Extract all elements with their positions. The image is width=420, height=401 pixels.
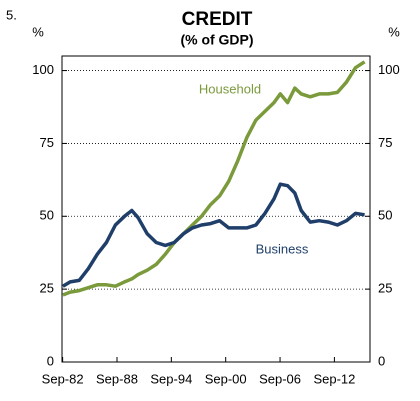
- figure-number: 5.: [6, 7, 17, 22]
- plot-frame: [61, 55, 371, 363]
- y-tick-label: 50: [40, 208, 54, 223]
- y-tick-label: 100: [32, 62, 54, 77]
- y2-tick-label: 0: [378, 353, 385, 368]
- x-tick-label: Sep-00: [205, 371, 247, 386]
- chart-title: CREDIT: [182, 9, 253, 30]
- series-line: [62, 182, 365, 288]
- y2-tick-label: 75: [378, 135, 392, 150]
- series-label: Business: [256, 241, 309, 256]
- x-tick-label: Sep-88: [96, 371, 138, 386]
- y-tick-label: 75: [40, 135, 54, 150]
- y-tick-label: 0: [47, 353, 54, 368]
- x-tick-label: Sep-94: [150, 371, 192, 386]
- chart-subtitle: (% of GDP): [180, 32, 253, 48]
- y2-tick-label: 50: [378, 208, 392, 223]
- y2-tick-label: 100: [378, 62, 400, 77]
- y2-tick-label: 25: [378, 281, 392, 296]
- x-tick-label: Sep-82: [42, 371, 84, 386]
- x-tick-label: Sep-12: [313, 371, 355, 386]
- series-label: Household: [199, 81, 261, 96]
- series-line: [62, 60, 366, 297]
- x-tick-label: Sep-06: [259, 371, 301, 386]
- y2-axis-unit: %: [388, 24, 400, 39]
- y-axis-unit: %: [32, 24, 44, 39]
- y-tick-label: 25: [40, 281, 54, 296]
